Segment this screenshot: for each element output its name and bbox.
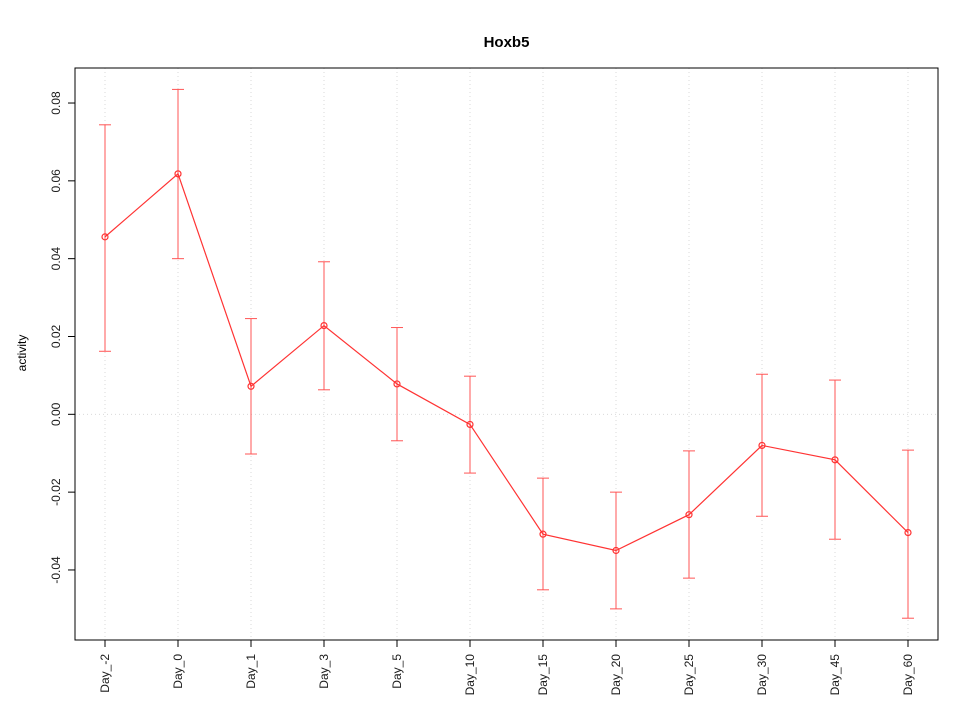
svg-text:0.08: 0.08 [49, 91, 63, 115]
data-points [101, 170, 912, 555]
plot-border [74, 67, 939, 641]
svg-text:Day_5: Day_5 [390, 654, 404, 689]
svg-text:Day_3: Day_3 [317, 654, 331, 689]
grid-lines [75, 68, 938, 640]
svg-text:Day_10: Day_10 [463, 654, 477, 696]
svg-text:Day_15: Day_15 [536, 654, 550, 696]
svg-text:0.02: 0.02 [49, 324, 63, 348]
svg-text:Day_30: Day_30 [755, 654, 769, 696]
error-bars [99, 88, 914, 619]
x-axis-labels: Day_-2 Day_0 Day_1 Day_3 Day_5 Day_10 Day_15 Da… [98, 640, 915, 695]
svg-text:Day_20: Day_20 [609, 654, 623, 696]
svg-text:Day_-2: Day_-2 [98, 654, 112, 693]
series-line [104, 172, 909, 552]
chart-title: Hoxb5 [483, 34, 530, 51]
svg-text:-0.02: -0.02 [49, 478, 63, 506]
svg-text:Day_45: Day_45 [828, 654, 842, 696]
svg-text:0.06: 0.06 [49, 169, 63, 193]
svg-text:Day_25: Day_25 [682, 654, 696, 696]
svg-text:Day_60: Day_60 [901, 654, 915, 696]
y-axis-labels: -0.04 -0.02 0.00 0.02 0.04 0.06 0.08 [49, 91, 75, 584]
svg-text:0.00: 0.00 [49, 402, 63, 426]
svg-text:-0.04: -0.04 [49, 556, 63, 584]
svg-text:Day_1: Day_1 [244, 654, 258, 689]
svg-text:Day_0: Day_0 [171, 654, 185, 689]
svg-text:0.04: 0.04 [49, 247, 63, 271]
